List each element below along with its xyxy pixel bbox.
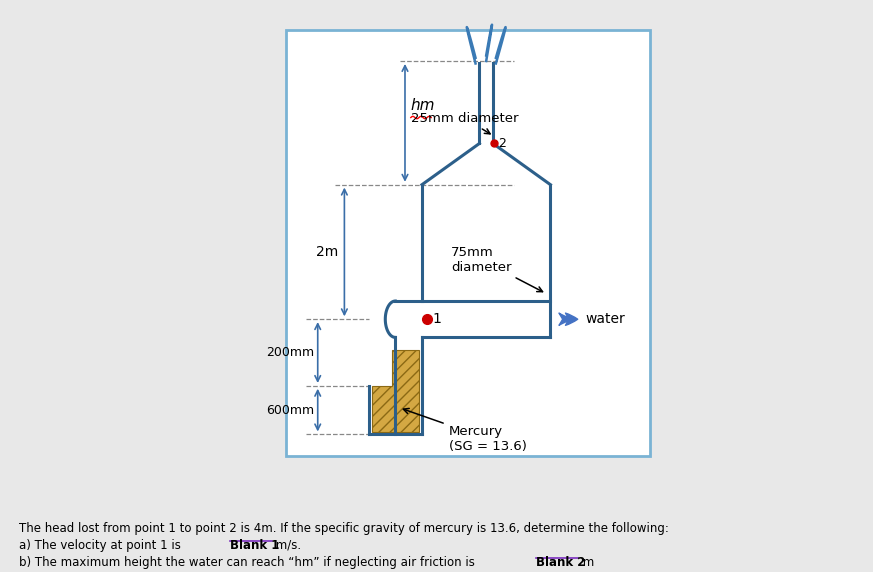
Text: m: m bbox=[579, 556, 594, 569]
Text: 75mm
diameter: 75mm diameter bbox=[451, 246, 543, 292]
Bar bbox=[286, 30, 650, 456]
Text: Blank 1: Blank 1 bbox=[230, 539, 279, 552]
Text: 2m: 2m bbox=[316, 245, 339, 259]
Text: 1: 1 bbox=[433, 312, 442, 326]
Text: 25mm diameter: 25mm diameter bbox=[411, 112, 519, 134]
Text: 600mm: 600mm bbox=[265, 404, 314, 416]
Text: hm: hm bbox=[411, 98, 436, 113]
Text: Mercury
(SG = 13.6): Mercury (SG = 13.6) bbox=[403, 408, 526, 452]
Text: The head lost from point 1 to point 2 is 4m. If the specific gravity of mercury : The head lost from point 1 to point 2 is… bbox=[19, 522, 669, 535]
Text: water: water bbox=[585, 312, 625, 326]
Text: Blank 2: Blank 2 bbox=[536, 556, 586, 569]
Text: a) The velocity at point 1 is: a) The velocity at point 1 is bbox=[19, 539, 185, 552]
Text: 2: 2 bbox=[498, 137, 505, 150]
Text: m/s.: m/s. bbox=[272, 539, 301, 552]
Text: 200mm: 200mm bbox=[265, 346, 314, 359]
Text: b) The maximum height the water can reach “hm” if neglecting air friction is: b) The maximum height the water can reac… bbox=[19, 556, 478, 569]
Polygon shape bbox=[372, 349, 419, 432]
